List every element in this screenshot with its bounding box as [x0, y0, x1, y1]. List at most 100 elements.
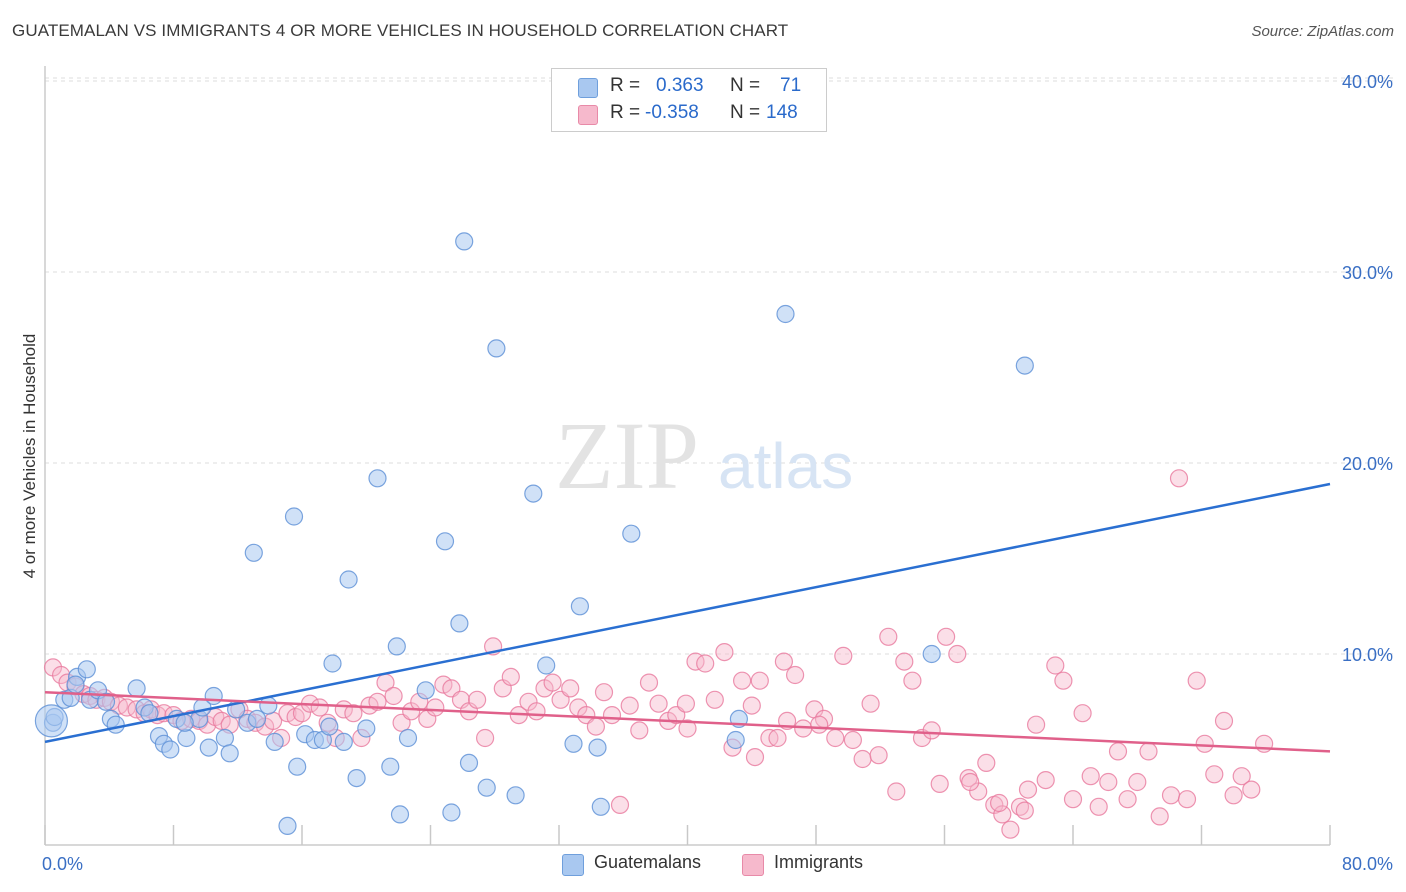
immigrant-point — [630, 721, 649, 740]
guatemalan-point — [390, 805, 410, 824]
guatemalan-point — [622, 524, 641, 543]
guatemalan-point — [564, 734, 583, 753]
immigrant-point — [1242, 780, 1261, 799]
guatemalan-point — [77, 660, 96, 679]
guatemalan-point — [537, 656, 556, 675]
immigrant-point — [344, 704, 363, 723]
immigrant-point — [810, 715, 829, 734]
guatemalan-point — [177, 728, 196, 748]
immigrant-point — [501, 667, 520, 687]
immigrant-point — [1205, 765, 1224, 784]
guatemalan-point — [524, 484, 543, 503]
guatemalan-point — [66, 675, 85, 694]
guatemalan-point — [570, 597, 590, 616]
immigrant-point — [639, 673, 659, 692]
guatemalan-point — [459, 753, 479, 773]
guatemalan-point — [334, 732, 353, 752]
immigrant-point — [930, 774, 949, 794]
legend-n-value: 148 — [766, 102, 798, 123]
guatemalan-point — [435, 532, 455, 551]
immigrant-point — [468, 690, 487, 709]
immigrant-point — [1001, 820, 1020, 839]
guatemalan-point — [34, 704, 69, 738]
immigrant-point — [1161, 786, 1181, 805]
data-points — [34, 232, 1274, 839]
immigrant-point — [853, 749, 872, 769]
immigrant-point — [750, 671, 769, 690]
legend-r-value: 0.363 — [656, 75, 704, 96]
guatemalan-point — [347, 768, 366, 788]
immigrant-point — [676, 694, 696, 713]
immigrant-point — [1232, 767, 1251, 786]
immigrant-point — [826, 728, 845, 748]
immigrant-point — [993, 805, 1012, 824]
guatemalan-point — [320, 717, 339, 736]
immigrant-point — [834, 646, 853, 666]
immigrant-point — [895, 652, 914, 671]
bottom-legend-label-guatemalans: Guatemalans — [594, 852, 702, 872]
guatemalan-point — [220, 744, 239, 763]
immigrant-point — [696, 654, 715, 673]
immigrant-point — [843, 730, 863, 750]
immigrant-point — [1063, 790, 1083, 809]
immigrant-point — [1054, 671, 1073, 690]
y-axis-title: 4 or more Vehicles in Household — [20, 334, 39, 579]
immigrant-point — [879, 627, 898, 646]
immigrant-point — [426, 698, 445, 717]
immigrant-point — [1036, 770, 1055, 790]
chart-title: GUATEMALAN VS IMMIGRANTS 4 OR MORE VEHIC… — [12, 21, 789, 40]
bottom-legend-label-immigrants: Immigrants — [774, 852, 864, 872]
y-tick-label: 40.0% — [1342, 72, 1393, 92]
immigrant-point — [602, 705, 622, 725]
immigrant-point — [948, 644, 967, 664]
immigrant-point — [742, 696, 761, 715]
immigrant-point — [936, 627, 956, 646]
immigrant-point — [903, 671, 922, 690]
immigrant-point — [961, 772, 980, 792]
legend-n-label: N = — [730, 102, 761, 123]
bottom-legend-swatch-immigrants — [742, 854, 764, 876]
guatemalan-point — [161, 740, 180, 759]
immigrant-point — [1015, 801, 1034, 820]
immigrant-point — [620, 696, 639, 715]
guatemalan-point — [265, 732, 284, 752]
immigrant-point — [1169, 469, 1189, 488]
guatemalan-point — [450, 614, 469, 633]
axes — [44, 66, 1331, 846]
immigrant-point — [785, 665, 805, 685]
watermark-zip: ZIP — [555, 402, 699, 509]
source-label: Source: ZipAtlas.com — [1251, 23, 1394, 40]
watermark-atlas: atlas — [718, 430, 853, 502]
guatemalan-point — [487, 339, 506, 358]
correlation-legend: R = 0.363 N = 71 R = -0.358 N = 148 — [551, 68, 827, 132]
legend-swatch-guatemalans — [578, 78, 598, 98]
guatemalan-point — [175, 713, 194, 732]
immigrant-point — [1073, 704, 1092, 723]
guatemalan-point — [204, 686, 223, 706]
grid-lines — [45, 77, 1395, 655]
trend-lines — [44, 482, 1331, 753]
immigrant-point — [861, 694, 880, 713]
guatemalan-point — [247, 709, 267, 729]
immigrant-point — [715, 642, 734, 662]
guatemalan-point — [278, 816, 297, 836]
guatemalan-point — [244, 543, 263, 562]
immigrant-point — [774, 652, 794, 671]
guatemalan-point — [442, 803, 461, 822]
guatemalan-point — [284, 507, 304, 526]
immigrant-point — [989, 793, 1009, 813]
guatemalan-point — [323, 654, 342, 673]
immigrant-point — [527, 702, 546, 721]
legend-r-value: -0.358 — [645, 102, 699, 123]
guatemalan-point — [387, 637, 406, 656]
immigrant-point — [586, 717, 606, 736]
guatemalan-point — [1015, 356, 1034, 375]
guatemalan-point — [215, 728, 234, 748]
guatemalan-point — [726, 730, 745, 750]
immigrant-point — [1026, 715, 1046, 734]
x-tick-label: 0.0% — [42, 854, 83, 874]
guatemalan-point — [339, 570, 358, 589]
immigrant-point — [745, 747, 765, 767]
immigrant-point — [594, 683, 614, 702]
